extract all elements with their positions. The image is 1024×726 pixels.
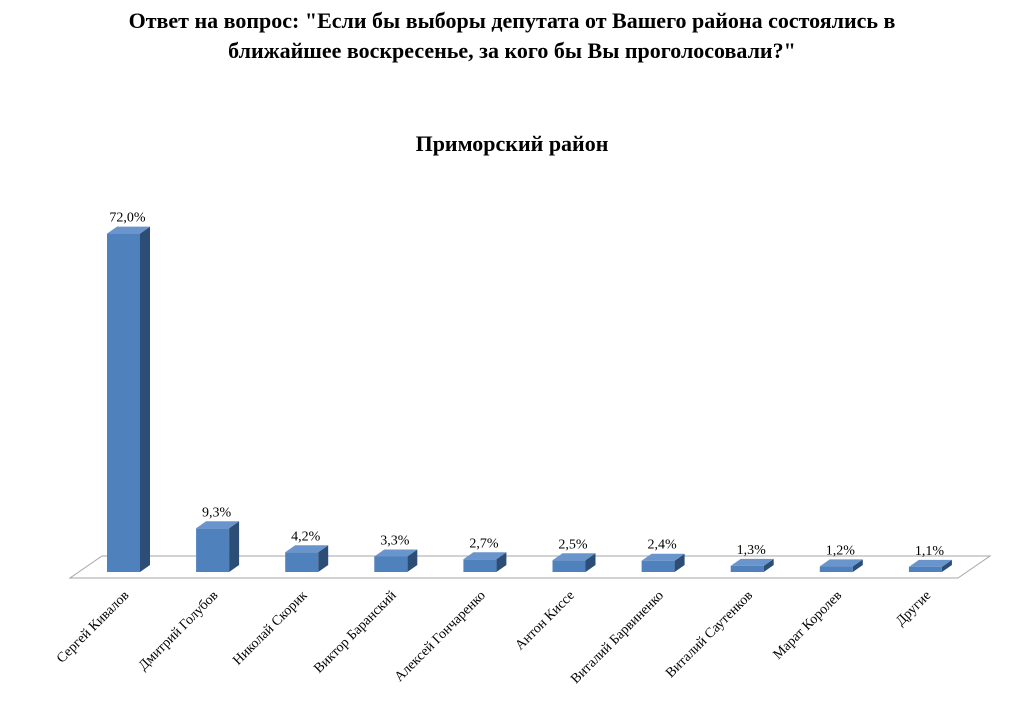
chart-title: Ответ на вопрос: "Если бы выборы депутат…	[128, 8, 896, 63]
bar-face	[641, 553, 685, 561]
bar	[819, 559, 863, 572]
bar	[196, 521, 240, 572]
bar	[908, 559, 952, 572]
value-label: 4,2%	[291, 529, 321, 544]
x-tick-label: Виктор Баранский	[311, 588, 400, 677]
value-label: 9,3%	[202, 505, 232, 520]
value-label: 72,0%	[109, 211, 146, 226]
bar-face	[285, 552, 319, 572]
bar-face	[819, 566, 853, 572]
bar-face	[140, 226, 150, 572]
bar-face	[585, 553, 596, 572]
x-tick-label: Виталий Барвиненко	[568, 588, 667, 687]
value-label: 2,4%	[648, 538, 678, 553]
bar	[285, 545, 329, 572]
x-tick-label: Виталий Саутенков	[663, 588, 756, 681]
x-tick-label: Сергей Кивалов	[54, 588, 133, 667]
bar-face	[463, 552, 507, 560]
x-tick-label: Другие	[893, 588, 934, 629]
bar	[107, 226, 150, 572]
value-label: 2,5%	[558, 537, 588, 552]
bar-face	[908, 566, 942, 572]
bar-face	[496, 552, 507, 572]
value-label: 1,2%	[826, 543, 856, 558]
bar-face	[407, 549, 418, 572]
value-label: 3,3%	[380, 533, 410, 548]
bar-face	[318, 545, 329, 572]
value-label: 1,3%	[737, 543, 767, 558]
bar-face	[552, 560, 586, 572]
bar-face	[285, 545, 329, 553]
bar	[641, 553, 685, 572]
bar-face	[196, 521, 240, 529]
bar-face	[641, 560, 675, 572]
chart-subtitle: Приморский район	[415, 131, 609, 156]
bar-face	[552, 553, 596, 561]
bar-face	[374, 556, 408, 572]
x-tick-label: Дмитрий Голубов	[136, 588, 222, 674]
x-tick-label: Антон Киссе	[513, 588, 578, 653]
bar-face	[730, 565, 764, 572]
x-tick-label: Николай Скорик	[230, 588, 310, 668]
bar-face	[763, 558, 774, 572]
value-label: 1,1%	[915, 544, 945, 559]
value-label: 2,7%	[469, 536, 499, 551]
bar-face	[852, 559, 863, 572]
bar-face	[107, 226, 150, 234]
bar-face	[730, 558, 774, 566]
bar-face	[107, 233, 140, 572]
bar-face	[819, 559, 863, 567]
bar-face	[674, 553, 685, 572]
bar-face	[374, 549, 418, 557]
bar	[552, 553, 596, 572]
bar	[463, 552, 507, 572]
bar-face	[196, 528, 230, 572]
bar-face	[229, 521, 240, 572]
bar	[374, 549, 418, 572]
bar-face	[463, 559, 497, 572]
bar-face	[941, 559, 952, 572]
x-tick-label: Марат Королев	[771, 588, 846, 663]
bar	[730, 558, 774, 572]
bar-face	[908, 559, 952, 567]
x-tick-label: Алексей Гончаренко	[392, 588, 489, 685]
